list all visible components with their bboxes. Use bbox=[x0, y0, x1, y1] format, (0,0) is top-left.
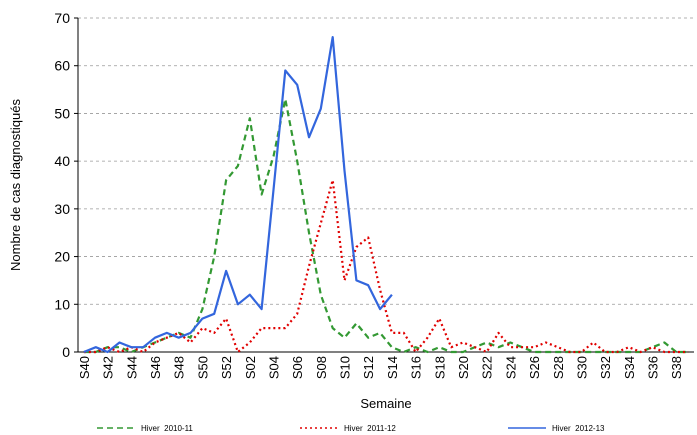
y-tick-label: 50 bbox=[54, 105, 70, 121]
x-tick-label: S04 bbox=[266, 356, 281, 379]
y-axis-title: Nombre de cas diagnostiqués bbox=[8, 99, 23, 271]
x-tick-label: S38 bbox=[669, 356, 684, 379]
x-tick-label: S06 bbox=[290, 356, 305, 379]
x-tick-label: S34 bbox=[622, 356, 637, 379]
x-tick-label: S44 bbox=[124, 356, 139, 379]
x-tick-label: S36 bbox=[646, 356, 661, 379]
legend-label: Hiver 2011-12 bbox=[344, 424, 396, 433]
y-tick-label: 70 bbox=[54, 10, 70, 26]
legend-label: Hiver 2012-13 bbox=[552, 424, 605, 433]
series-line bbox=[83, 98, 689, 354]
x-tick-label: S12 bbox=[361, 356, 376, 379]
y-tick-label: 40 bbox=[54, 153, 70, 169]
x-tick-label: S52 bbox=[219, 356, 234, 379]
y-tick-label: 20 bbox=[54, 249, 70, 265]
x-tick-label: S02 bbox=[243, 356, 258, 379]
y-tick-label: 30 bbox=[54, 201, 70, 217]
x-tick-label: S50 bbox=[195, 356, 210, 379]
x-tick-label: S22 bbox=[480, 356, 495, 379]
x-tick-label: S48 bbox=[172, 356, 187, 379]
x-tick-label: S46 bbox=[148, 356, 163, 379]
x-tick-label: S14 bbox=[385, 356, 400, 379]
series-line bbox=[83, 36, 393, 354]
x-tick-label: S30 bbox=[574, 356, 589, 379]
x-tick-label: S42 bbox=[101, 356, 116, 379]
legend-label: Hiver 2010-11 bbox=[141, 424, 193, 433]
x-tick-label: S20 bbox=[456, 356, 471, 379]
x-tick-label: S18 bbox=[432, 356, 447, 379]
x-tick-label: S10 bbox=[338, 356, 353, 379]
y-tick-label: 10 bbox=[54, 296, 70, 312]
x-axis-title: Semaine bbox=[360, 396, 411, 411]
x-tick-label: S16 bbox=[409, 356, 424, 379]
x-tick-label: S08 bbox=[314, 356, 329, 379]
x-tick-label: S40 bbox=[77, 356, 92, 379]
x-tick-label: S24 bbox=[503, 356, 518, 379]
series-line bbox=[83, 179, 689, 354]
y-tick-label: 60 bbox=[54, 58, 70, 74]
y-tick-label: 0 bbox=[62, 344, 70, 360]
x-tick-label: S28 bbox=[551, 356, 566, 379]
x-tick-label: S32 bbox=[598, 356, 613, 379]
x-tick-label: S26 bbox=[527, 356, 542, 379]
